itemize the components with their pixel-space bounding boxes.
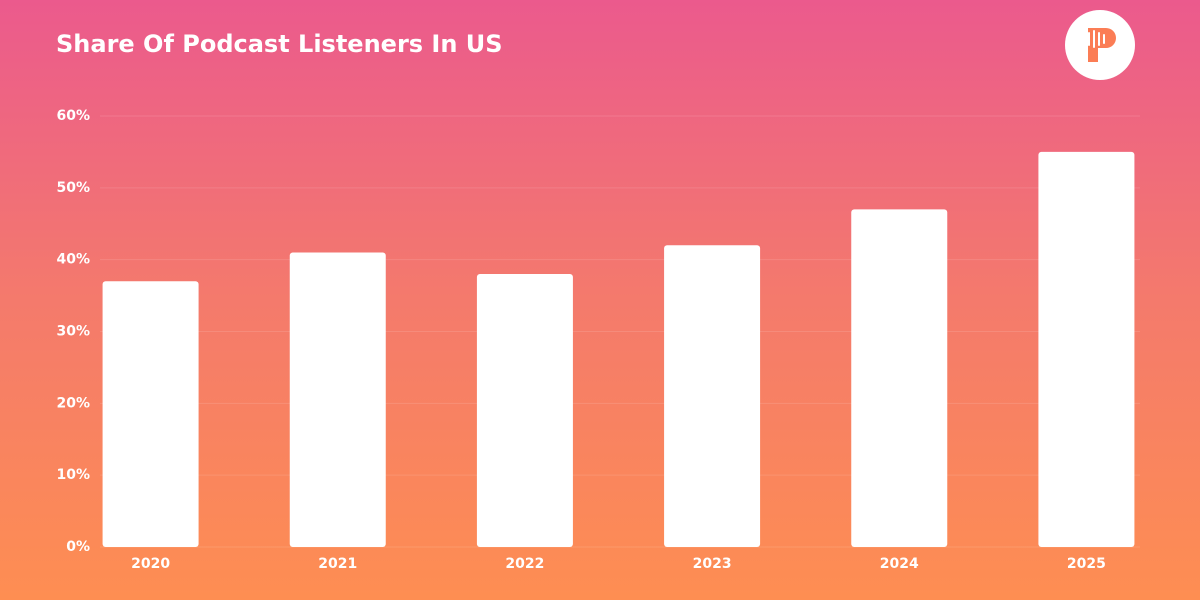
x-tick-label: 2025 <box>1067 556 1106 572</box>
bar <box>102 281 199 547</box>
y-tick-label: 60% <box>56 108 90 124</box>
x-tick-label: 2023 <box>693 556 732 572</box>
bar <box>476 274 573 547</box>
y-tick-label: 0% <box>66 539 90 555</box>
x-tick-label: 2022 <box>505 556 544 572</box>
chart-title: Share Of Podcast Listeners In US <box>56 30 503 58</box>
x-tick-label: 2024 <box>880 556 919 572</box>
y-tick-label: 30% <box>56 324 90 340</box>
x-tick-label: 2020 <box>131 556 170 572</box>
y-tick-label: 10% <box>56 467 90 483</box>
y-tick-label: 50% <box>56 180 90 196</box>
bar <box>851 209 948 547</box>
y-tick-label: 40% <box>56 252 90 268</box>
bar <box>1038 151 1135 547</box>
logo <box>1065 10 1135 80</box>
y-tick-label: 20% <box>56 395 90 411</box>
x-tick-label: 2021 <box>318 556 357 572</box>
bar <box>664 245 761 548</box>
bar <box>289 252 386 547</box>
